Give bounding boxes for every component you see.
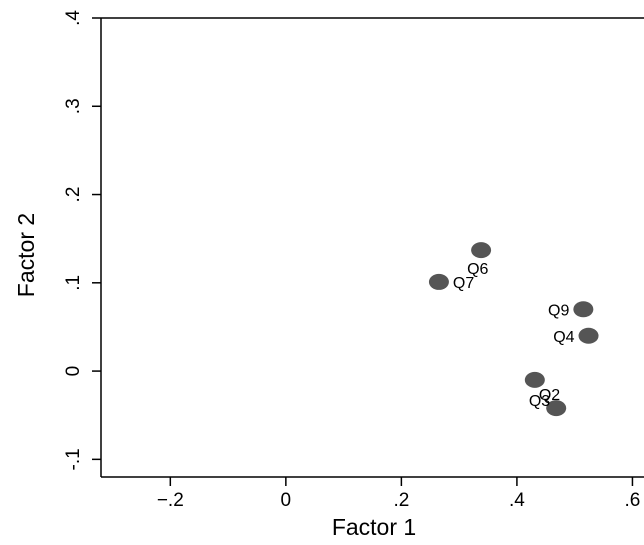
data-point-q4 bbox=[578, 327, 599, 344]
y-tick-label: -.1 bbox=[63, 448, 84, 470]
x-axis-title: Factor 1 bbox=[332, 514, 416, 540]
data-point-q2 bbox=[524, 371, 545, 388]
y-tick-label: 0 bbox=[63, 366, 84, 377]
point-label-q6: Q6 bbox=[467, 261, 488, 278]
y-tick-label: .3 bbox=[63, 98, 84, 114]
point-label-q9: Q9 bbox=[548, 302, 569, 319]
y-tick-label: .1 bbox=[63, 275, 84, 291]
x-axis-ticks: −.2 0 .2 .4 .6 bbox=[157, 477, 641, 511]
x-tick-label: .2 bbox=[393, 490, 409, 511]
data-point-q7 bbox=[428, 273, 449, 290]
point-label-q3: Q3 bbox=[529, 393, 550, 410]
point-label-q4: Q4 bbox=[553, 329, 574, 346]
plot-frame bbox=[100, 17, 644, 478]
x-tick-label: .4 bbox=[509, 490, 525, 511]
data-point-q9 bbox=[573, 301, 594, 318]
x-tick-label: −.2 bbox=[157, 490, 184, 511]
point-label-q2: Q2 bbox=[539, 387, 560, 404]
x-tick-label: 0 bbox=[281, 490, 292, 511]
x-tick-label: .6 bbox=[625, 490, 641, 511]
y-tick-label: .2 bbox=[63, 187, 84, 203]
point-label-q7: Q7 bbox=[453, 275, 474, 292]
y-axis-ticks: -.1 0 .1 .2 .3 .4 bbox=[63, 10, 101, 470]
y-axis-title: Factor 2 bbox=[13, 213, 39, 297]
data-point-q3 bbox=[546, 400, 567, 417]
data-point-q6 bbox=[471, 242, 492, 259]
y-tick-label: .4 bbox=[63, 10, 84, 26]
